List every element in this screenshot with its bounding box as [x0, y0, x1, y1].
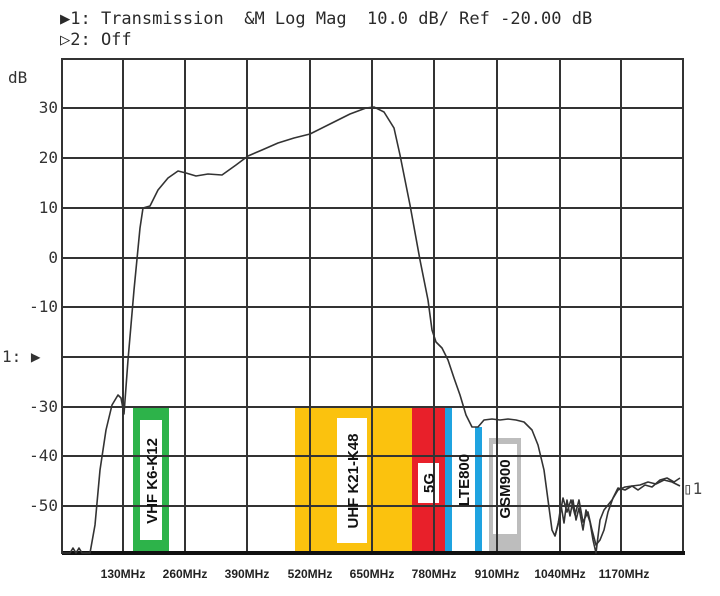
- band-label-gsm900: GSM900: [497, 459, 514, 518]
- y-tick-minus40: -40: [29, 446, 58, 465]
- y-unit-label: dB: [8, 68, 28, 87]
- x-tick-650: 650MHz: [349, 567, 395, 581]
- x-tick-390: 390MHz: [224, 567, 270, 581]
- trace-1: [61, 106, 681, 554]
- x-tick-520: 520MHz: [287, 567, 333, 581]
- trace-end-marker: ▯1: [683, 479, 702, 498]
- y-tick-0: 0: [48, 248, 58, 267]
- x-tick-1040: 1040MHz: [534, 567, 586, 581]
- y-tick-20: 20: [38, 148, 58, 167]
- x-tick-910: 910MHz: [474, 567, 520, 581]
- x-tick-130: 130MHz: [100, 567, 146, 581]
- band-label-vhf: VHF K6-K12: [144, 438, 161, 524]
- band-label-uhf: UHF K21-K48: [345, 433, 362, 528]
- y-tick-minus10: -10: [29, 297, 58, 316]
- x-tick-1170: 1170MHz: [598, 567, 650, 581]
- reference-marker: 1: ▶: [2, 347, 41, 366]
- band-label-5g: 5G: [421, 473, 438, 493]
- y-tick-10: 10: [38, 198, 58, 217]
- y-tick-minus30: -30: [29, 397, 58, 416]
- y-tick-minus50: -50: [29, 496, 58, 515]
- trace-2-header: ▷2: Off: [60, 30, 132, 50]
- band-lte800-left: [445, 407, 452, 553]
- band-label-lte800: LTE800: [456, 454, 473, 506]
- trace-1-header: ▶1: Transmission &M Log Mag 10.0 dB/ Ref…: [60, 9, 593, 29]
- x-tick-260: 260MHz: [162, 567, 208, 581]
- y-tick-30: 30: [38, 98, 58, 117]
- band-lte800-right: [475, 427, 482, 553]
- x-tick-780: 780MHz: [411, 567, 457, 581]
